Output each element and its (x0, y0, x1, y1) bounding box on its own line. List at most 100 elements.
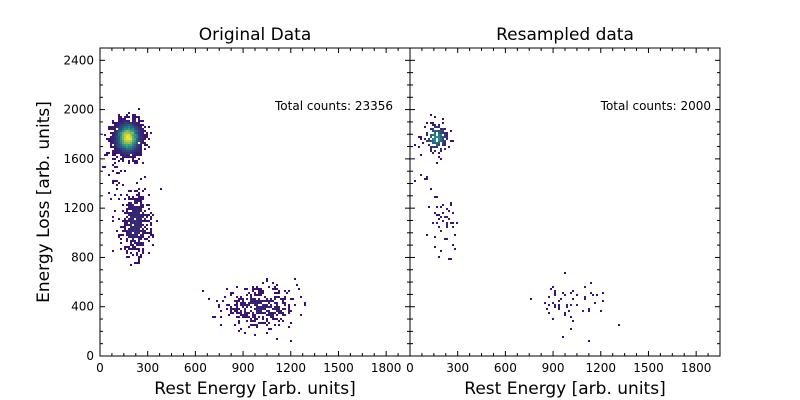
heatmap-cell (242, 314, 244, 316)
heatmap-cell (120, 118, 122, 120)
heatmap-cell (134, 118, 136, 120)
heatmap-cell (132, 118, 134, 120)
heatmap-cell (134, 236, 136, 238)
heatmap-cell (142, 142, 144, 144)
heatmap-cell (130, 226, 132, 228)
y-tick-label: 2400 (63, 53, 94, 67)
heatmap-cell (218, 304, 220, 306)
heatmap-cell (122, 152, 124, 154)
heatmap-cell (440, 206, 442, 208)
heatmap-cell (242, 304, 244, 306)
heatmap-cell (226, 288, 228, 290)
heatmap-cell (126, 250, 128, 252)
heatmap-cell (122, 128, 124, 130)
heatmap-cell (118, 146, 120, 148)
heatmap-cell (120, 154, 122, 156)
heatmap-cell (130, 142, 132, 144)
heatmap-cell (128, 228, 130, 230)
heatmap-cell (112, 164, 114, 166)
heatmap-cell (230, 308, 232, 310)
heatmap-cell (446, 132, 448, 134)
heatmap-cell (276, 308, 278, 310)
heatmap-cell (134, 116, 136, 118)
heatmap-cell (428, 144, 430, 146)
heatmap-cell (264, 322, 266, 324)
heatmap-cell (266, 314, 268, 316)
heatmap-cell (126, 120, 128, 122)
heatmap-cell (120, 144, 122, 146)
heatmap-cell (250, 310, 252, 312)
heatmap-cell (124, 118, 126, 120)
heatmap-cell (430, 122, 432, 124)
heatmap-cell (290, 310, 292, 312)
heatmap-cell (592, 294, 594, 296)
heatmap-cell (140, 216, 142, 218)
heatmap-cell (434, 124, 436, 126)
heatmap-cell (142, 214, 144, 216)
plot-frame-resampled (409, 47, 721, 357)
heatmap-cell (576, 304, 578, 306)
heatmap-cell (244, 312, 246, 314)
heatmap-cell (138, 136, 140, 138)
heatmap-cell (258, 298, 260, 300)
heatmap-cell (256, 300, 258, 302)
heatmap-cell (142, 212, 144, 214)
heatmap-cell (242, 316, 244, 318)
heatmap-cell (106, 138, 108, 140)
heatmap-cell (130, 130, 132, 132)
heatmap-cell (214, 316, 216, 318)
heatmap-cell (130, 244, 132, 246)
heatmap-cell (150, 228, 152, 230)
heatmap-cell (246, 306, 248, 308)
heatmap-cell (420, 174, 422, 176)
heatmap-cell (426, 176, 428, 178)
heatmap-cell (118, 120, 120, 122)
heatmap-cell (130, 198, 132, 200)
heatmap-cell (276, 304, 278, 306)
heatmap-cell (116, 156, 118, 158)
heatmap-cell (256, 286, 258, 288)
heatmap-cell (236, 312, 238, 314)
heatmap-cell (220, 324, 222, 326)
x-tick-label: 300 (136, 361, 159, 375)
heatmap-cell (136, 154, 138, 156)
heatmap-cell (224, 296, 226, 298)
heatmap-cell (272, 314, 274, 316)
heatmap-cell (110, 132, 112, 134)
heatmap-cell (238, 330, 240, 332)
heatmap-cell (120, 116, 122, 118)
heatmap-cell (266, 310, 268, 312)
heatmap-cell (132, 220, 134, 222)
x-axis-label-resampled: Rest Energy [arb. units] (464, 379, 665, 399)
heatmap-cell (138, 230, 140, 232)
heatmap-cell (118, 126, 120, 128)
heatmap-cell (142, 250, 144, 252)
heatmap-cell (134, 262, 136, 264)
heatmap-cell (284, 296, 286, 298)
heatmap-cell (134, 136, 136, 138)
heatmap-cell (440, 138, 442, 140)
heatmap-cell (130, 140, 132, 142)
heatmap-cell (138, 120, 140, 122)
heatmap-cell (138, 150, 140, 152)
heatmap-cell (138, 126, 140, 128)
heatmap-cell (138, 222, 140, 224)
heatmap-cell (244, 316, 246, 318)
heatmap-cell (236, 302, 238, 304)
heatmap-cell (432, 222, 434, 224)
heatmap-cell (452, 222, 454, 224)
heatmap-cell (282, 314, 284, 316)
heatmap-cell (114, 140, 116, 142)
heatmap-cell (140, 210, 142, 212)
heatmap-cell (448, 210, 450, 212)
heatmap-cell (244, 310, 246, 312)
heatmap-cell (554, 294, 556, 296)
heatmap-cell (442, 130, 444, 132)
heatmap-cell (140, 136, 142, 138)
x-tick-label: 600 (494, 361, 517, 375)
heatmap-cell (558, 304, 560, 306)
heatmap-cell (112, 154, 114, 156)
heatmap-cell (126, 220, 128, 222)
heatmap-cell (150, 234, 152, 236)
heatmap-cell (124, 138, 126, 140)
